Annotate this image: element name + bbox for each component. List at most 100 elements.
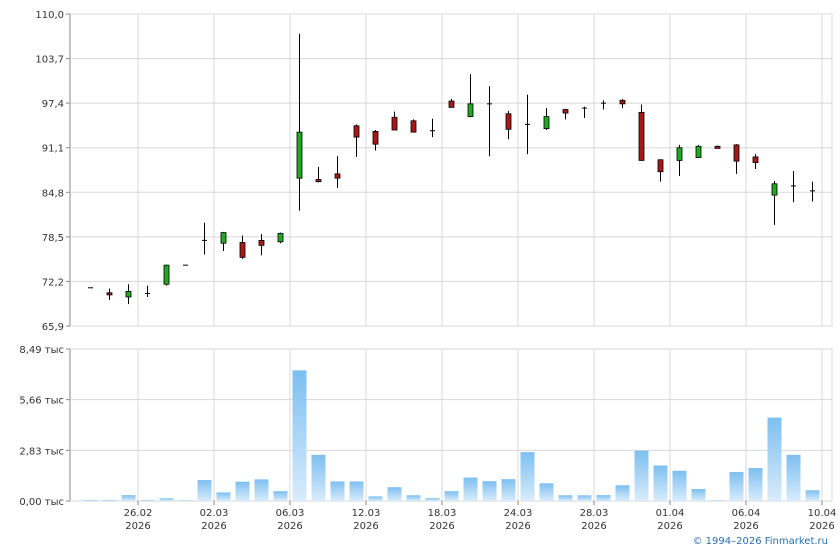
volume-bar — [615, 485, 630, 501]
volume-bar — [197, 480, 212, 501]
x-tick-label-date: 28.03 — [580, 508, 609, 519]
x-tick-label-year: 2026 — [277, 521, 302, 532]
volume-bar — [653, 465, 668, 501]
x-tick-label-year: 2026 — [125, 521, 150, 532]
x-tick-label-year: 2026 — [733, 521, 758, 532]
candle-body — [125, 290, 132, 298]
volume-bar — [558, 495, 573, 501]
volume-bar — [710, 500, 725, 501]
volume-bar — [482, 481, 497, 501]
x-tick-label-year: 2026 — [505, 521, 530, 532]
price-grid — [69, 13, 833, 327]
candle-body — [163, 264, 170, 285]
volume-grid — [69, 348, 833, 502]
candle-body — [391, 116, 398, 131]
candle-body — [771, 183, 778, 196]
candle-body — [334, 173, 341, 179]
candle-body — [714, 145, 721, 149]
volume-bar — [577, 495, 592, 501]
volume-tick-label: 5,66 тыс — [19, 396, 64, 407]
volume-bar — [406, 495, 421, 501]
x-tick-label-year: 2026 — [809, 521, 834, 532]
volume-bar — [311, 454, 326, 501]
volume-y-axis: 8,49 тыс 5,66 тыс 2,83 тыс 0,00 тыс — [19, 345, 70, 508]
candle-body — [505, 113, 512, 130]
volume-bar — [83, 500, 98, 501]
volume-bar — [178, 500, 193, 501]
x-tick-label-year: 2026 — [201, 521, 226, 532]
x-tick-label-year: 2026 — [353, 521, 378, 532]
candle-body — [619, 99, 626, 105]
volume-bar — [767, 417, 782, 501]
candle-body — [752, 156, 759, 163]
x-tick-label-date: 18.03 — [428, 508, 457, 519]
volume-bar — [387, 487, 402, 501]
volume-bar — [520, 452, 535, 501]
candle-body — [562, 109, 569, 114]
candle-body — [733, 144, 740, 162]
x-tick-label-date: 26.02 — [124, 508, 153, 519]
candle-body — [315, 179, 322, 183]
price-tick-label: 78,5 — [42, 233, 64, 244]
volume-bar — [368, 496, 383, 501]
price-tick-label: 103,7 — [35, 55, 64, 66]
candle-body — [695, 145, 702, 159]
volume-bars — [83, 370, 820, 501]
volume-bar — [235, 481, 250, 501]
x-tick-label-date: 06.04 — [732, 508, 761, 519]
x-tick-label-date: 10.04 — [808, 508, 837, 519]
candle-body — [239, 242, 246, 258]
volume-bar — [672, 470, 687, 501]
price-tick-label: 110,0 — [35, 10, 64, 21]
volume-bar — [805, 490, 820, 501]
price-tick-label: 65,9 — [42, 322, 64, 333]
volume-bar — [729, 471, 744, 501]
copyright-link[interactable]: © 1994–2026 Finmarket.ru — [692, 536, 828, 547]
candle-body — [410, 120, 417, 133]
volume-bar — [349, 481, 364, 501]
volume-bar — [273, 491, 288, 501]
candle-body — [258, 239, 265, 246]
volume-bar — [330, 481, 345, 501]
price-plot-frame — [69, 13, 833, 327]
volume-bar — [786, 454, 801, 501]
candle-body — [638, 111, 645, 161]
volume-bar — [596, 495, 611, 501]
volume-tick-label: 0,00 тыс — [19, 497, 64, 508]
x-tick-label-date: 01.04 — [656, 508, 685, 519]
volume-bar — [691, 489, 706, 501]
x-tick-label-year: 2026 — [657, 521, 682, 532]
candle-body — [220, 232, 227, 244]
volume-bar — [159, 498, 174, 501]
volume-tick-label: 8,49 тыс — [19, 345, 64, 356]
volume-bar — [463, 477, 478, 501]
price-candles — [88, 33, 815, 305]
volume-bar — [444, 491, 459, 501]
price-tick-label: 72,2 — [42, 277, 64, 288]
volume-bar — [634, 450, 649, 501]
volume-bar — [102, 500, 117, 501]
volume-bar — [216, 492, 231, 501]
volume-bar — [292, 370, 307, 501]
candle-body — [353, 125, 360, 138]
price-tick-label: 97,4 — [42, 99, 64, 110]
price-y-axis: 110,0 103,7 97,4 91,1 84,8 78,5 72,2 65,9 — [35, 10, 70, 333]
volume-bar — [539, 483, 554, 501]
x-tick-label-date: 02.03 — [200, 508, 229, 519]
volume-bar — [501, 479, 516, 501]
candle-body — [372, 131, 379, 145]
volume-bar — [425, 498, 440, 501]
candle-body — [657, 159, 664, 173]
candle-body — [467, 103, 474, 117]
volume-plot-frame — [69, 348, 833, 502]
price-tick-label: 91,1 — [42, 144, 64, 155]
candle-body — [676, 147, 683, 161]
candle-body — [277, 232, 284, 243]
price-tick-label: 84,8 — [42, 188, 64, 199]
volume-bar — [254, 479, 269, 501]
candle-body — [106, 292, 113, 296]
candle-body — [543, 116, 550, 130]
x-tick-label-date: 06.03 — [276, 508, 305, 519]
x-tick-label-date: 12.03 — [352, 508, 381, 519]
